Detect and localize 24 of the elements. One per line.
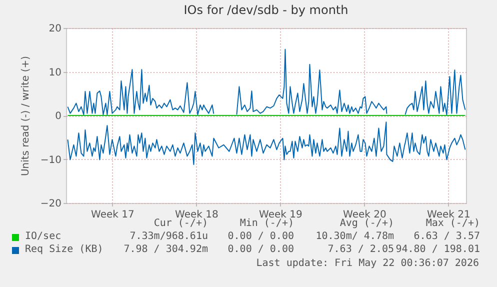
- text: Max (-/+): [424, 218, 480, 230]
- legend-label: IO/sec: [25, 231, 62, 243]
- text: 0.00 / 0.00: [226, 231, 294, 243]
- x-tick-label: Week 17: [91, 210, 134, 220]
- text: Last update: Fri May 22 00:36:07 2026: [256, 258, 479, 269]
- y-axis-title: Units read (-) / write (+): [20, 56, 32, 176]
- text: 7.63 / 2.05: [326, 244, 394, 256]
- y-tick-label: 0: [55, 111, 62, 122]
- chart-title: IOs for /dev/sdb - by month: [184, 3, 348, 17]
- line-series: [67, 122, 466, 165]
- text: Avg (-/+): [340, 218, 394, 229]
- text: 7.98 / 304.92m: [122, 244, 208, 256]
- y-tick-label: −20: [40, 198, 62, 210]
- y-tick-label: 20: [48, 24, 62, 34]
- text: 10.30m/ 4.78m: [314, 231, 394, 243]
- text: 7.33m/968.61u: [128, 231, 208, 243]
- y-tick-label: 10: [48, 67, 62, 78]
- text: 0.00 / 0.00: [226, 244, 294, 256]
- text: Min (-/+): [240, 218, 294, 229]
- text: 6.63 / 3.57: [412, 231, 480, 243]
- legend-label: Req Size (KB): [25, 244, 104, 256]
- text: Cur (-/+): [154, 218, 208, 229]
- y-tick-label: −10: [40, 154, 62, 166]
- text: 94.80 / 198.01: [394, 244, 480, 256]
